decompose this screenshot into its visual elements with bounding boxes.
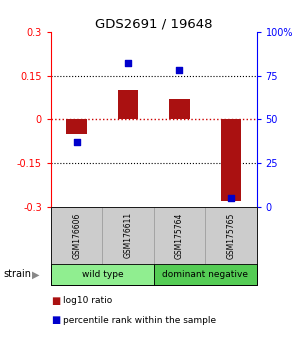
- Text: dominant negative: dominant negative: [162, 270, 248, 279]
- Bar: [66, 120, 87, 134]
- Text: percentile rank within the sample: percentile rank within the sample: [63, 316, 216, 325]
- Bar: [220, 120, 241, 201]
- Point: [228, 195, 233, 201]
- Text: ▶: ▶: [32, 269, 39, 279]
- Text: GSM176611: GSM176611: [124, 212, 133, 258]
- Point: [126, 61, 130, 66]
- Title: GDS2691 / 19648: GDS2691 / 19648: [95, 18, 212, 31]
- Text: strain: strain: [3, 269, 31, 279]
- Point: [177, 68, 182, 73]
- Text: ■: ■: [51, 315, 60, 325]
- Text: GSM176606: GSM176606: [72, 212, 81, 259]
- Text: GSM175765: GSM175765: [226, 212, 235, 259]
- Text: ■: ■: [51, 296, 60, 306]
- Bar: [169, 99, 190, 120]
- Text: log10 ratio: log10 ratio: [63, 296, 112, 306]
- Bar: [118, 90, 138, 120]
- Text: wild type: wild type: [82, 270, 123, 279]
- Text: GSM175764: GSM175764: [175, 212, 184, 259]
- Point: [74, 139, 79, 145]
